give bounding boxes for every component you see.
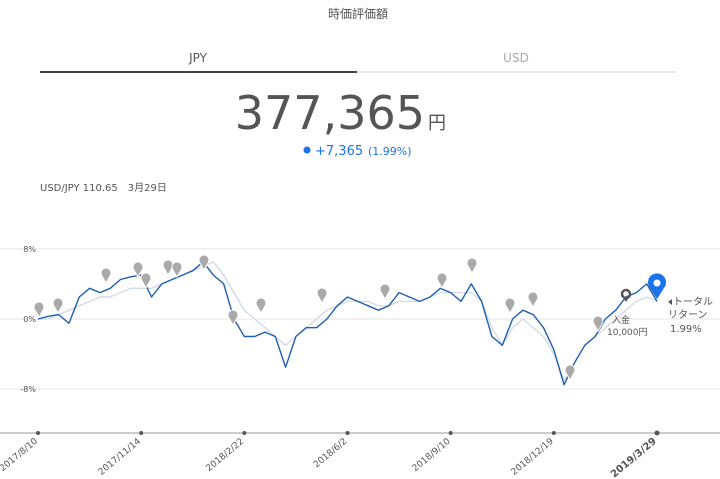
return-label-2: リターン: [668, 309, 708, 321]
x-tick-label: 2018/2/22: [204, 437, 246, 474]
amount: 377,365: [235, 86, 425, 140]
pin: [592, 315, 604, 333]
x-tick-label: 2018/12/19: [510, 436, 556, 477]
pin: [255, 297, 267, 315]
x-tick-dot: [448, 431, 453, 435]
pin: [436, 272, 448, 290]
pin: [162, 259, 174, 277]
pin: [171, 261, 183, 279]
pin: [52, 297, 64, 315]
y-tick-label: 8%: [23, 245, 36, 254]
tab-jpy[interactable]: JPY: [188, 51, 208, 65]
pin: [100, 267, 112, 285]
x-tick-dot: [242, 431, 247, 435]
y-tick-label: -8%: [20, 385, 36, 394]
x-tick-dot: [551, 431, 556, 435]
pin: [527, 291, 539, 309]
return-label-1: トータル: [673, 296, 713, 308]
pin: [33, 301, 45, 319]
deposit-amount: 10,000円: [607, 327, 648, 338]
page-title: 時価評価額: [328, 6, 388, 21]
return-arrow: [668, 299, 672, 305]
event-pins: [33, 254, 604, 382]
x-tick-dot: [139, 431, 144, 435]
x-tick-dot: [654, 430, 660, 436]
pin: [227, 309, 239, 327]
pin: [504, 297, 516, 315]
change-dot: [303, 146, 311, 154]
change: +7,365: [315, 144, 363, 159]
pin: [564, 364, 576, 382]
pin: [198, 254, 210, 272]
x-tick-dot: [36, 431, 40, 435]
y-tick-label: 0%: [23, 315, 36, 324]
amount-unit: 円: [428, 113, 446, 134]
x-tick-label: 2018/6/2: [312, 437, 349, 471]
pin: [379, 283, 391, 301]
x-tick-label: 2017/11/14: [97, 436, 143, 477]
x-tick-label: 2017/8/10: [0, 436, 40, 473]
current-pin-hole: [653, 279, 661, 287]
pin: [316, 287, 328, 305]
change-pct: (1.99%): [368, 145, 412, 158]
deposit-pin: [620, 288, 632, 300]
deposit-label: 入金: [612, 314, 630, 326]
series-line: [38, 261, 658, 382]
tab-usd[interactable]: USD: [503, 51, 529, 65]
x-tick-label: 2018/9/10: [411, 436, 453, 473]
pin: [140, 272, 152, 290]
series-line: [37, 261, 658, 386]
fx-note: USD/JPY 110.65 3月29日: [40, 182, 167, 194]
return-value: 1.99%: [670, 324, 702, 335]
deposit-pin-tip: [623, 297, 629, 302]
x-tick-dot: [345, 431, 350, 435]
pin: [466, 257, 478, 275]
pin: [132, 261, 144, 279]
x-tick-label: 2019/3/29: [609, 436, 659, 479]
